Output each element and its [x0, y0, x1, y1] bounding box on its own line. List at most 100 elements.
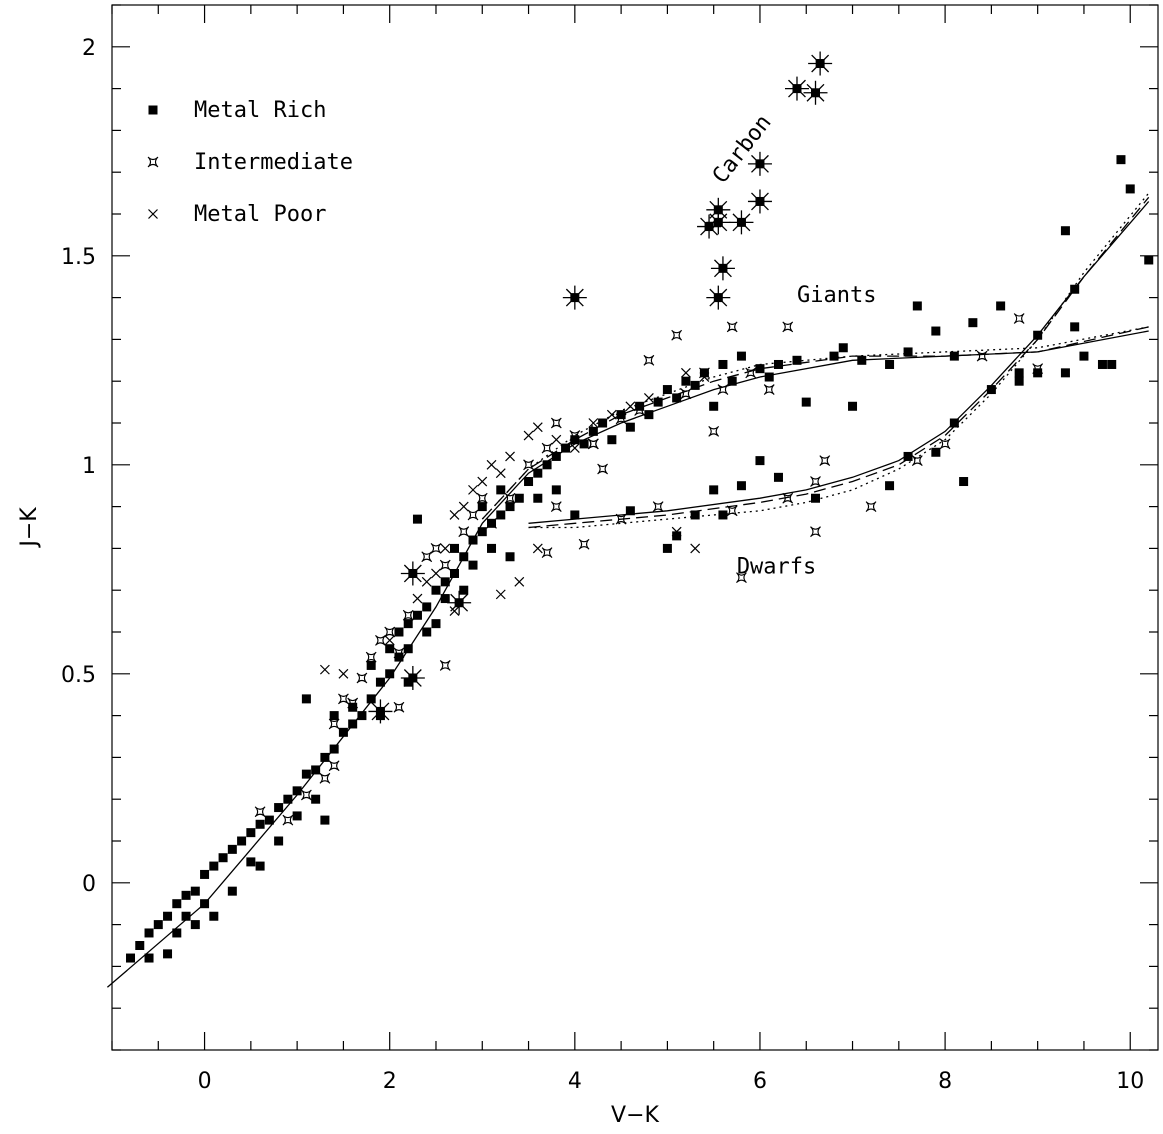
- point-metal-poor: [699, 372, 710, 382]
- point-intermediate: [467, 509, 479, 521]
- point-metal-rich: [570, 435, 580, 445]
- y-tick-label: 2: [82, 36, 96, 61]
- point-metal-rich: [227, 844, 237, 854]
- point-metal-rich: [1107, 359, 1117, 369]
- point-metal-rich: [144, 953, 154, 963]
- point-metal-rich: [931, 326, 941, 336]
- point-metal-rich: [736, 481, 746, 491]
- point-metal-rich: [283, 794, 293, 804]
- point-metal-rich: [329, 744, 339, 754]
- point-metal-rich: [274, 803, 284, 813]
- point-intermediate: [550, 501, 562, 513]
- point-metal-rich: [949, 351, 959, 361]
- point-metal-rich: [218, 853, 228, 863]
- point-intermediate: [726, 321, 738, 333]
- point-metal-rich: [811, 493, 821, 503]
- point-metal-rich: [348, 702, 358, 712]
- point-carbon: [368, 699, 393, 724]
- point-metal-rich: [773, 359, 783, 369]
- point-metal-poor: [319, 664, 330, 675]
- point-metal-rich: [1014, 376, 1024, 386]
- point-metal-rich: [459, 585, 469, 595]
- point-metal-rich: [255, 861, 265, 871]
- point-metal-rich: [496, 510, 506, 520]
- point-carbon: [803, 80, 828, 105]
- point-metal-poor: [449, 510, 460, 520]
- point-metal-rich: [607, 435, 617, 445]
- point-metal-rich: [1060, 368, 1070, 378]
- point-metal-rich: [477, 527, 487, 537]
- x-tick-label: 6: [753, 1069, 767, 1094]
- x-tick-label: 8: [938, 1069, 952, 1094]
- point-metal-poor: [671, 526, 682, 537]
- point-metal-rich: [672, 531, 682, 541]
- point-metal-rich: [672, 393, 682, 403]
- point-intermediate: [976, 350, 988, 362]
- point-metal-rich: [1125, 184, 1135, 194]
- point-metal-rich: [885, 359, 895, 369]
- point-metal-rich: [440, 577, 450, 587]
- point-metal-rich: [200, 899, 210, 909]
- point-metal-rich: [440, 594, 450, 604]
- point-metal-poor: [449, 606, 460, 617]
- point-metal-poor: [458, 501, 469, 512]
- point-metal-rich: [172, 899, 182, 909]
- point-metal-rich: [348, 719, 358, 729]
- point-metal-rich: [709, 485, 719, 495]
- point-metal-rich: [449, 543, 459, 553]
- point-metal-rich: [912, 301, 922, 311]
- point-carbon: [706, 197, 731, 222]
- point-metal-rich: [422, 602, 432, 612]
- point-intermediate: [643, 354, 655, 366]
- point-metal-rich: [773, 472, 783, 482]
- point-intermediate: [782, 321, 794, 333]
- curve-giants-dashed: [481, 326, 1149, 520]
- point-metal-rich: [172, 928, 182, 938]
- point-metal-poor: [421, 576, 432, 587]
- point-metal-rich: [468, 535, 478, 545]
- point-metal-rich: [625, 506, 635, 516]
- point-metal-rich: [126, 953, 136, 963]
- point-intermediate: [541, 442, 553, 454]
- point-metal-rich: [755, 456, 765, 466]
- point-metal-poor: [523, 430, 534, 441]
- point-intermediate: [393, 701, 405, 713]
- point-carbon: [747, 151, 772, 176]
- point-carbon: [729, 210, 754, 235]
- point-intermediate: [300, 789, 312, 801]
- point-metal-poor: [495, 589, 506, 600]
- point-metal-rich: [653, 397, 663, 407]
- point-metal-rich: [718, 510, 728, 520]
- point-metal-rich: [718, 359, 728, 369]
- point-metal-rich: [931, 447, 941, 457]
- point-metal-rich: [412, 610, 422, 620]
- point-metal-rich: [366, 660, 376, 670]
- x-tick-label: 2: [383, 1069, 397, 1094]
- point-metal-rich: [357, 711, 367, 721]
- point-metal-rich: [561, 443, 571, 453]
- curve-giants-dotted: [481, 326, 1149, 520]
- point-intermediate: [254, 806, 266, 818]
- point-metal-poor: [569, 443, 580, 454]
- curve-dwarfs-dotted: [528, 192, 1150, 529]
- point-intermediate: [504, 492, 516, 504]
- point-intermediate: [338, 693, 349, 705]
- point-metal-rich: [616, 410, 626, 420]
- point-metal-rich: [153, 920, 163, 930]
- point-intermediate: [578, 538, 590, 550]
- point-metal-poor: [468, 484, 478, 495]
- point-metal-rich: [209, 861, 219, 871]
- point-metal-rich: [246, 828, 256, 838]
- point-metal-rich: [533, 468, 543, 478]
- point-intermediate: [476, 492, 488, 504]
- point-metal-rich: [1014, 368, 1024, 378]
- y-tick-label: 0.5: [61, 663, 96, 688]
- point-intermediate: [1013, 313, 1025, 324]
- point-metal-rich: [764, 372, 774, 382]
- point-intermediate: [763, 384, 775, 395]
- x-tick-label: 10: [1116, 1069, 1144, 1094]
- point-metal-rich: [949, 418, 959, 428]
- point-intermediate: [439, 660, 451, 671]
- point-metal-poor: [431, 568, 441, 579]
